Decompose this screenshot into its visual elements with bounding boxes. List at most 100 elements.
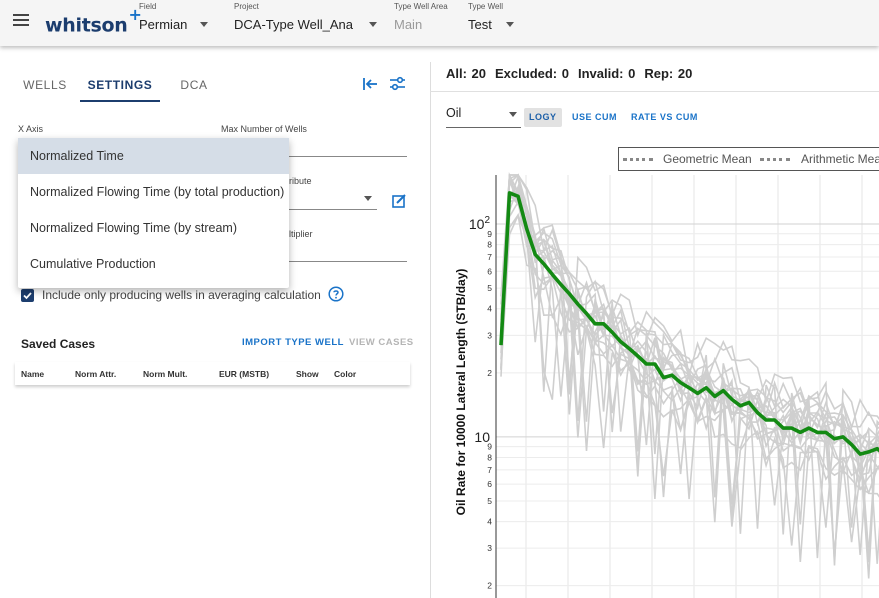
x-axis-option-flowing-time-stream[interactable]: Normalized Flowing Time (by stream) — [30, 221, 237, 235]
norm-multiplier-input[interactable] — [289, 261, 407, 262]
view-cases-button[interactable]: VIEW CASES — [349, 337, 414, 348]
legend-dash-arithmetic — [760, 158, 790, 161]
saved-cases-table-header: Name Norm Attr. Norm Mult. EUR (MSTB) Sh… — [15, 362, 410, 385]
app-logo: whitson+ — [45, 5, 142, 37]
project-select-value: DCA-Type Well_Ana — [234, 17, 353, 32]
hamburger-menu-icon[interactable] — [13, 14, 29, 28]
y-tick-label-minor: 7 — [487, 252, 492, 262]
chart-legend: Geometric Mean Arithmetic Mea — [618, 147, 879, 171]
type-well-select[interactable]: Type Well Test — [468, 2, 514, 32]
x-axis-dropdown-menu: Normalized Time Normalized Flowing Time … — [18, 138, 289, 288]
checkmark-icon — [23, 292, 32, 300]
type-well-area-select[interactable]: Type Well Area Main — [394, 2, 448, 32]
count-all: All: 20 — [446, 66, 487, 81]
well-curve-line — [500, 190, 879, 498]
type-well-area-value: Main — [394, 17, 423, 32]
chevron-down-icon — [368, 22, 377, 27]
x-axis-option-flowing-time-total[interactable]: Normalized Flowing Time (by total produc… — [30, 185, 285, 199]
x-axis-option-cumulative-production[interactable]: Cumulative Production — [30, 257, 156, 271]
mean-curve-line — [499, 191, 879, 456]
count-rep: Rep: 20 — [644, 66, 693, 81]
y-tick-label-minor: 8 — [487, 240, 492, 250]
well-curve-line — [500, 176, 879, 523]
well-counts: All: 20 Excluded: 0 Invalid: 0 Rep: 20 — [446, 66, 701, 81]
y-axis-label: Oil Rate for 10000 Lateral Length (STB/d… — [454, 269, 468, 516]
well-curve-line — [500, 171, 879, 563]
y-tick-label-minor: 5 — [487, 283, 492, 293]
count-invalid: Invalid: 0 — [577, 66, 636, 81]
y-tick-label-minor: 3 — [487, 330, 492, 340]
legend-geometric-mean[interactable]: Geometric Mean — [663, 152, 752, 166]
chevron-down-icon — [509, 112, 517, 117]
column-header-eur: EUR (MSTB) — [219, 369, 270, 379]
y-tick-label-minor: 6 — [487, 266, 492, 276]
rate-vs-cum-button[interactable]: RATE VS CUM — [631, 112, 698, 122]
project-select-label: Project — [234, 2, 259, 11]
norm-attribute-label: ribute — [289, 176, 312, 186]
use-cum-button[interactable]: USE CUM — [572, 112, 618, 122]
panel-divider — [430, 62, 431, 598]
count-excluded: Excluded: 0 — [495, 66, 569, 81]
well-curve-line — [500, 174, 879, 579]
chevron-down-icon — [364, 196, 372, 201]
max-wells-label: Max Number of Wells — [221, 124, 307, 134]
help-icon[interactable] — [328, 286, 344, 302]
type-well-area-label: Type Well Area — [394, 2, 448, 11]
well-curves — [500, 171, 879, 579]
y-tick-label-minor: 8 — [487, 453, 492, 463]
field-select-value: Permian — [139, 17, 188, 32]
y-tick-label-minor: 2 — [487, 581, 492, 591]
counts-divider — [430, 91, 879, 92]
y-tick-label-minor: 9 — [487, 229, 492, 239]
y-tick-label-minor: 5 — [487, 496, 492, 506]
norm-attribute-select[interactable] — [289, 209, 377, 210]
well-curve-line — [500, 174, 879, 566]
tab-dca[interactable]: DCA — [180, 78, 208, 92]
x-axis-label: X Axis — [18, 124, 44, 134]
edit-icon[interactable] — [391, 193, 407, 209]
saved-cases-title: Saved Cases — [21, 337, 96, 351]
include-producing-checkbox[interactable] — [21, 289, 34, 302]
x-axis-option-normalized-time[interactable]: Normalized Time — [18, 138, 289, 174]
import-type-well-button[interactable]: IMPORT TYPE WELL — [242, 337, 344, 348]
tab-wells[interactable]: WELLS — [23, 78, 67, 92]
y-tick-label-minor: 6 — [487, 479, 492, 489]
stream-select-value: Oil — [446, 106, 462, 120]
y-tick-label-minor: 4 — [487, 517, 492, 527]
collapse-panel-icon[interactable] — [362, 76, 378, 92]
y-tick-label-major: 10 — [474, 429, 490, 445]
norm-multiplier-label: ltiplier — [289, 229, 313, 239]
column-header-color: Color — [334, 369, 357, 379]
max-wells-input[interactable] — [221, 156, 407, 157]
y-tick-label-minor: 2 — [487, 368, 492, 378]
stream-select[interactable]: Oil — [446, 106, 521, 128]
logy-toggle-button[interactable]: LOGY — [524, 108, 562, 127]
column-header-norm-attr: Norm Attr. — [75, 369, 117, 379]
chevron-down-icon — [505, 22, 514, 27]
y-tick-label-minor: 3 — [487, 543, 492, 553]
type-well-label: Type Well — [468, 2, 503, 11]
y-tick-label-minor: 4 — [487, 304, 492, 314]
mean-curve — [499, 191, 879, 456]
top-app-bar: whitson+ Field Permian Project DCA-Type … — [0, 0, 879, 46]
include-producing-label: Include only producing wells in averagin… — [42, 288, 321, 302]
chevron-down-icon — [200, 22, 209, 27]
field-select-label: Field — [139, 2, 157, 11]
y-tick-label-minor: 9 — [487, 442, 492, 452]
field-select[interactable]: Field Permian — [139, 2, 209, 32]
y-tick-exponent: 2 — [484, 215, 490, 226]
type-well-value: Test — [468, 17, 492, 32]
well-curve-line — [500, 174, 879, 529]
column-header-norm-mult: Norm Mult. — [143, 369, 188, 379]
column-header-name: Name — [21, 369, 45, 379]
well-curve-line — [500, 199, 879, 563]
y-tick-label-minor: 7 — [487, 465, 492, 475]
column-header-show: Show — [296, 369, 319, 379]
project-select[interactable]: Project DCA-Type Well_Ana — [234, 2, 377, 32]
tab-settings[interactable]: SETTINGS — [80, 68, 160, 102]
tune-settings-icon[interactable] — [389, 76, 406, 92]
legend-dash-geometric — [623, 158, 653, 161]
legend-arithmetic-mean[interactable]: Arithmetic Mea — [801, 152, 879, 166]
